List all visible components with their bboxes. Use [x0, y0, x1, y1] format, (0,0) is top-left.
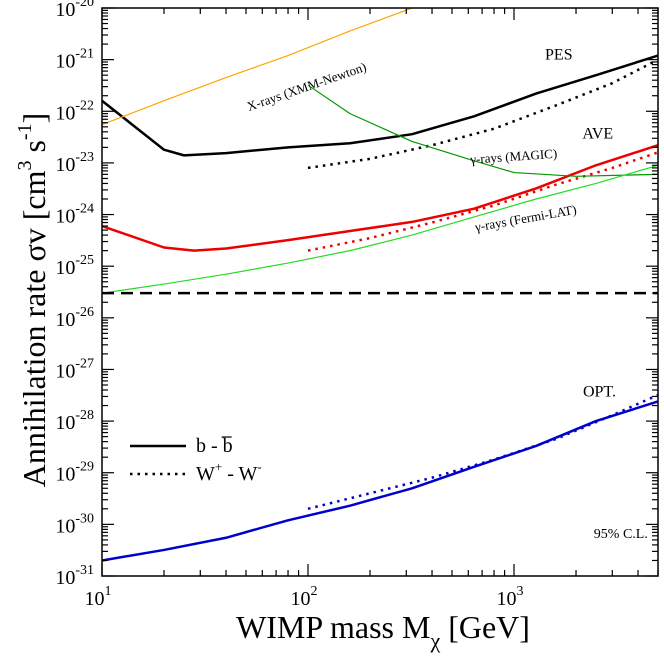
series-line-3 [307, 151, 658, 252]
legend-label-ww: W+ - W- [196, 459, 262, 485]
annotation-0: X-rays (XMM-Newton) [245, 59, 368, 114]
x-axis-label: WIMP mass Mχ [GeV] [236, 609, 530, 653]
x-tick-label-2: 103 [497, 584, 524, 610]
series-line-1 [307, 58, 658, 170]
y-tick-label-9: 10-22 [55, 98, 94, 124]
y-tick-label-4: 10-27 [55, 356, 94, 382]
y-tick-label-8: 10-23 [55, 150, 94, 176]
series-line-2 [102, 144, 658, 252]
series-line-8 [102, 164, 658, 294]
annotation-2: AVE [582, 125, 613, 142]
tick-labels-layer: 101 102 103 10-31 10-30 10-29 10-28 10-27 10-26 1… [55, 0, 523, 610]
y-tick-label-3: 10-28 [55, 408, 94, 434]
annotation-5: OPT. [583, 383, 616, 400]
ticks-layer [101, 7, 659, 577]
y-tick-label-10: 10-21 [55, 47, 94, 73]
annotation-4: γ-rays (Fermi-LAT) [473, 202, 578, 235]
annotation-6: 95% C.L. [594, 527, 648, 542]
series-line-0 [102, 54, 658, 157]
series-line-7 [307, 84, 658, 177]
y-tick-label-0: 10-31 [55, 563, 94, 589]
y-tick-label-1: 10-30 [55, 511, 94, 537]
y-tick-label-6: 10-25 [55, 253, 94, 279]
plot-frame [101, 7, 659, 577]
legend-label-bbbar: b - b [196, 435, 233, 457]
legend: b - bW+ - W- [130, 435, 262, 485]
y-tick-label-5: 10-26 [55, 305, 94, 331]
y-tick-label-11: 10-20 [55, 0, 94, 21]
axis-labels: WIMP mass Mχ [GeV] Annihilation rate σv … [14, 113, 530, 653]
y-axis-label: Annihilation rate σv [cm3 s-1] [14, 113, 52, 488]
x-tick-label-1: 102 [291, 584, 318, 610]
y-tick-label-2: 10-29 [55, 460, 94, 486]
series-line-5 [307, 393, 658, 511]
annotation-3: γ-rays (MAGIC) [469, 146, 558, 167]
series-layer [102, 8, 658, 562]
series-line-6 [102, 8, 413, 126]
annotation-1: PES [545, 47, 573, 64]
series-line-4 [102, 400, 658, 562]
y-tick-label-7: 10-24 [55, 202, 94, 228]
x-tick-label-0: 101 [85, 584, 112, 610]
